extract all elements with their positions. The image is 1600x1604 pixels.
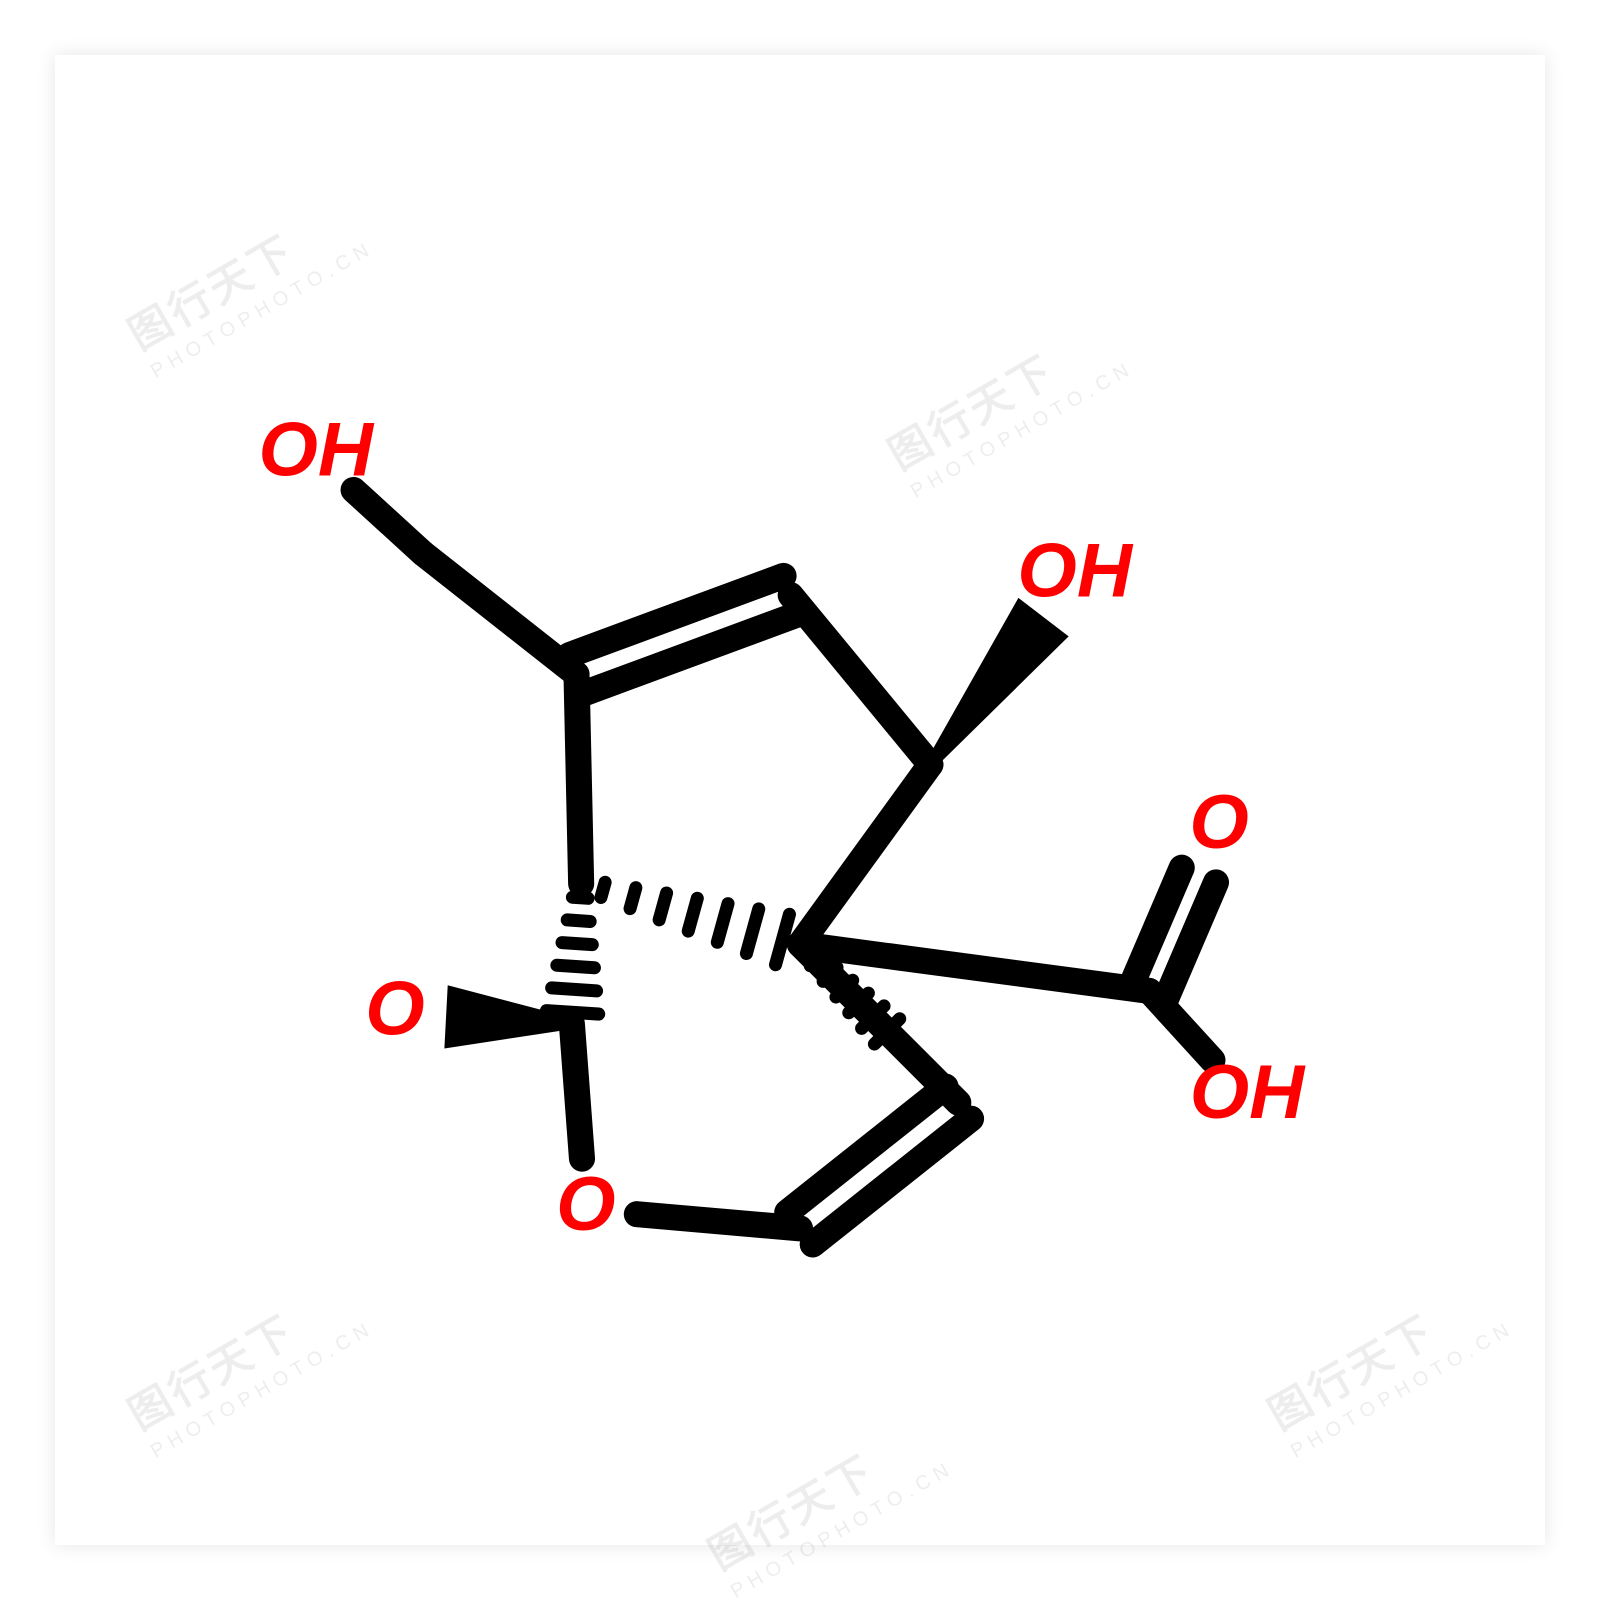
hash-bond — [810, 955, 821, 966]
hash-bond — [552, 988, 597, 991]
bond — [791, 595, 931, 764]
atom-label-oh: OH — [1017, 529, 1133, 614]
bond — [572, 1024, 582, 1159]
hash-bond — [688, 898, 697, 931]
molecule-diagram: OH OH O O O OH — [55, 55, 1545, 1545]
page: OHOHOOOOH 图行天下PHOTOPHOTO.CN图行天下PHOTOPHOT… — [0, 0, 1600, 1600]
hash-bond — [557, 965, 595, 968]
bond — [577, 674, 582, 884]
bond — [423, 553, 577, 674]
atom-label-oh: OH — [258, 408, 374, 493]
bond — [354, 490, 423, 553]
hash-bond — [567, 920, 590, 922]
hash-bond — [546, 1011, 598, 1014]
hash-bond — [717, 904, 728, 943]
hash-bond — [601, 882, 605, 897]
atom-label-o: O — [1189, 780, 1248, 865]
hash-bond — [776, 914, 790, 964]
hash-bond — [572, 897, 588, 898]
atom-label-o: O — [365, 966, 424, 1051]
hash-bond — [562, 943, 592, 945]
hash-bond — [630, 888, 636, 909]
atom-label-oh: OH — [1190, 1050, 1306, 1135]
bond — [800, 765, 930, 945]
atom-label-o: O — [556, 1162, 615, 1247]
structure-card: OH OH O O O OH — [55, 55, 1545, 1545]
hash-bond — [746, 909, 758, 954]
hash-bond — [659, 893, 666, 920]
wedge-bond — [926, 598, 1069, 768]
